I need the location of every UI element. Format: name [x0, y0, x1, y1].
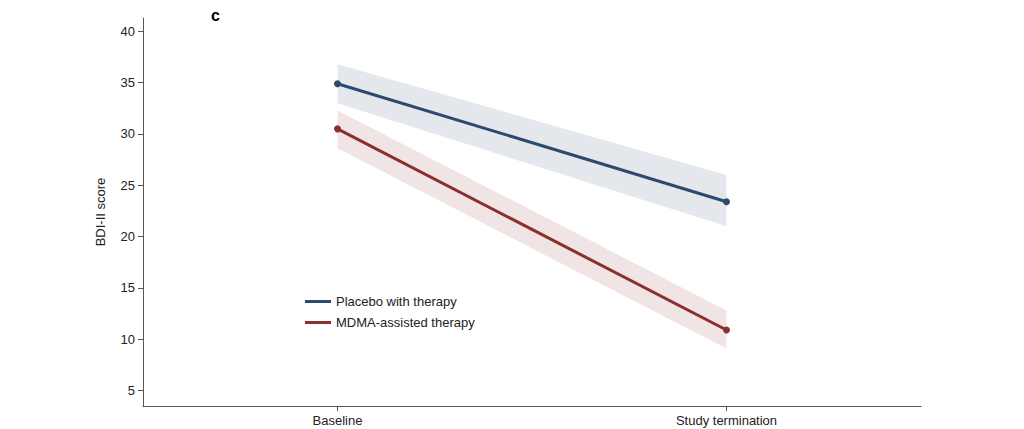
svg-text:10: 10 [121, 332, 135, 347]
svg-text:20: 20 [121, 229, 135, 244]
svg-text:40: 40 [121, 24, 135, 39]
svg-text:30: 30 [121, 126, 135, 141]
svg-text:25: 25 [121, 178, 135, 193]
svg-text:MDMA-assisted therapy: MDMA-assisted therapy [336, 315, 475, 330]
svg-text:Placebo with therapy: Placebo with therapy [336, 294, 457, 309]
svg-text:15: 15 [121, 280, 135, 295]
svg-text:Baseline: Baseline [313, 413, 363, 428]
svg-text:c: c [211, 7, 220, 24]
svg-text:35: 35 [121, 75, 135, 90]
svg-text:Study termination: Study termination [676, 413, 777, 428]
svg-text:BDI-II score: BDI-II score [93, 178, 108, 247]
svg-text:5: 5 [128, 383, 135, 398]
